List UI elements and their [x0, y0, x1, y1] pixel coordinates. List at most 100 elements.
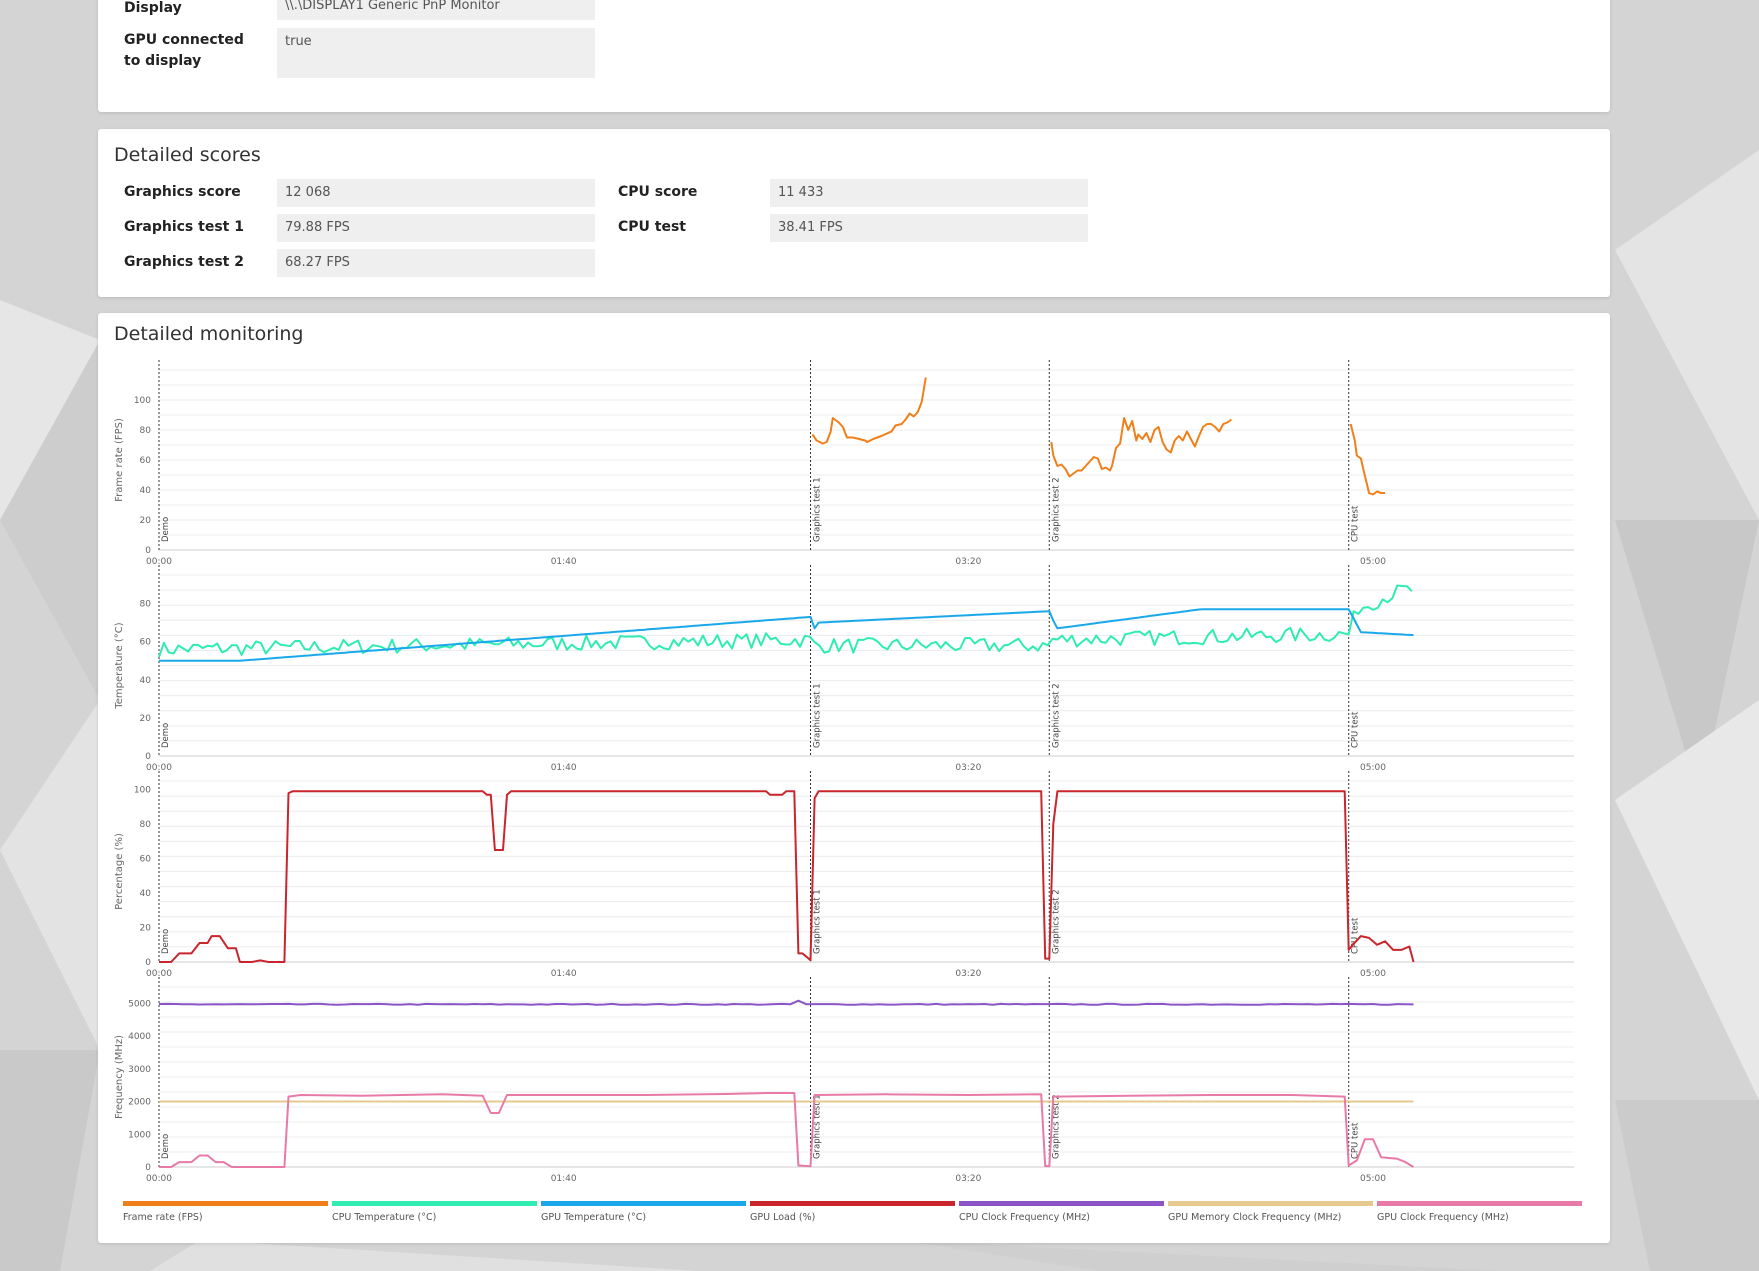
test-marker-label: CPU test	[1351, 917, 1361, 954]
legend-label: CPU Temperature (°C)	[332, 1212, 436, 1223]
x-tick-label: 01:40	[551, 969, 577, 979]
legend-label: GPU Temperature (°C)	[541, 1212, 646, 1223]
y-tick-label: 20	[140, 516, 152, 526]
legend-swatch	[1168, 1201, 1373, 1206]
y-tick-label: 0	[145, 546, 151, 556]
y-axis-label: Frame rate (FPS)	[114, 418, 125, 502]
y-tick-label: 20	[140, 714, 152, 724]
y-tick-label: 1000	[128, 1130, 151, 1140]
legend-swatch	[750, 1201, 955, 1206]
y-tick-label: 0	[145, 1163, 151, 1173]
y-axis-label: Temperature (°C)	[114, 622, 125, 709]
legend-swatch	[123, 1201, 328, 1206]
test-marker-label: CPU test	[1351, 505, 1361, 542]
legend-label: GPU Load (%)	[750, 1212, 815, 1223]
cpu-clock-line	[158, 999, 1414, 1006]
graphics-test-1-value: 79.88 FPS	[277, 214, 595, 242]
test-marker-label: Demo	[161, 1134, 171, 1159]
chart-panel-2: 0 20 40 60 80 Temperature (°C) 00:00 01:40 03:20…	[114, 565, 1574, 773]
y-tick-label: 40	[140, 676, 152, 686]
y-tick-label: 0	[145, 958, 151, 968]
graphics-test-2-label: Graphics test 2	[124, 254, 244, 270]
test-marker-label: Demo	[161, 517, 171, 542]
x-tick-label: 00:00	[146, 557, 172, 567]
legend-label: CPU Clock Frequency (MHz)	[959, 1212, 1090, 1223]
frame-rate-line	[811, 377, 927, 445]
legend-label: GPU Memory Clock Frequency (MHz)	[1168, 1212, 1341, 1223]
test-marker-label: Graphics test 2	[1051, 477, 1061, 542]
legend-swatch	[541, 1201, 746, 1206]
y-tick-label: 4000	[128, 1032, 151, 1042]
test-marker-label: Graphics test 2	[1051, 889, 1061, 954]
legend-label: Frame rate (FPS)	[123, 1212, 203, 1223]
test-marker-label: Graphics test 1	[813, 683, 823, 748]
graphics-score-value: 12 068	[277, 179, 595, 207]
test-marker-label: Graphics test 2	[1051, 683, 1061, 748]
y-tick-label: 5000	[128, 999, 151, 1009]
y-tick-label: 80	[140, 820, 152, 830]
test-marker-label: Demo	[161, 929, 171, 954]
system-info-card: Display \\.\DISPLAY1 Generic PnP Monitor…	[98, 0, 1610, 112]
y-tick-label: 3000	[128, 1065, 151, 1075]
x-tick-label: 00:00	[146, 1174, 172, 1184]
frame-rate-line	[1349, 423, 1386, 496]
y-axis-label: Percentage (%)	[114, 833, 125, 910]
graphics-test-2-value: 68.27 FPS	[277, 249, 595, 277]
y-tick-label: 100	[134, 396, 151, 406]
y-tick-label: 60	[140, 855, 152, 865]
x-tick-label: 00:00	[146, 969, 172, 979]
test-marker-label: Demo	[161, 723, 171, 748]
y-tick-label: 2000	[128, 1098, 151, 1108]
y-tick-label: 100	[134, 786, 151, 796]
x-tick-label: 03:20	[955, 763, 981, 773]
chart-legend: Frame rate (FPS) CPU Temperature (°C) GPU …	[123, 1201, 1582, 1223]
y-tick-label: 60	[140, 638, 152, 648]
display-value: \\.\DISPLAY1 Generic PnP Monitor	[277, 0, 595, 20]
legend-swatch	[959, 1201, 1164, 1206]
x-tick-label: 01:40	[551, 557, 577, 567]
x-tick-label: 05:00	[1360, 969, 1386, 979]
x-tick-label: 05:00	[1360, 763, 1386, 773]
gpu-connected-label: GPU connected to display	[124, 32, 244, 69]
test-marker-label: Graphics test 1	[813, 477, 823, 542]
monitoring-title: Detailed monitoring	[114, 323, 304, 345]
graphics-score-label: Graphics score	[124, 184, 241, 200]
legend-swatch	[332, 1201, 537, 1206]
cpu-score-value: 11 433	[770, 179, 1088, 207]
display-label: Display	[124, 0, 182, 16]
y-tick-label: 40	[140, 486, 152, 496]
x-tick-label: 05:00	[1360, 1174, 1386, 1184]
y-tick-label: 0	[145, 752, 151, 762]
y-tick-label: 80	[140, 426, 152, 436]
gpu-clock-line	[159, 1092, 1415, 1168]
graphics-test-1-label: Graphics test 1	[124, 219, 244, 235]
x-tick-label: 05:00	[1360, 557, 1386, 567]
detailed-scores-card: Detailed scores Graphics score 12 068 Gr…	[98, 129, 1610, 297]
y-tick-label: 40	[140, 889, 152, 899]
scores-title: Detailed scores	[114, 144, 261, 166]
chart-panel-3: 0 20 40 60 80 100 Percentage (%) 00:00 01:40 03:2…	[114, 771, 1574, 979]
frame-rate-line	[1050, 417, 1232, 478]
y-tick-label: 60	[140, 456, 152, 466]
x-tick-label: 03:20	[955, 557, 981, 567]
gpu-connected-value: true	[277, 28, 595, 78]
x-tick-label: 01:40	[551, 763, 577, 773]
cpu-test-label: CPU test	[618, 219, 686, 235]
y-axis-label: Frequency (MHz)	[114, 1035, 125, 1119]
x-tick-label: 00:00	[146, 763, 172, 773]
test-marker-label: Graphics test 1	[813, 1094, 823, 1159]
cpu-score-label: CPU score	[618, 184, 698, 200]
chart-panel-4: 0 1000 2000 3000 4000 5000 Frequency (MHz) 00:0…	[114, 977, 1574, 1184]
gpu-temperature-line	[159, 608, 1414, 662]
cpu-temperature-line	[158, 584, 1413, 658]
test-marker-label: CPU test	[1351, 1122, 1361, 1159]
y-tick-label: 80	[140, 600, 152, 610]
y-tick-label: 20	[140, 924, 152, 934]
x-tick-label: 01:40	[551, 1174, 577, 1184]
gpu-load-line	[159, 790, 1415, 963]
test-marker-label: Graphics test 1	[813, 889, 823, 954]
detailed-monitoring-card: Detailed monitoring	[98, 313, 1610, 1243]
legend-swatch	[1377, 1201, 1582, 1206]
test-marker-label: Graphics test 2	[1051, 1094, 1061, 1159]
